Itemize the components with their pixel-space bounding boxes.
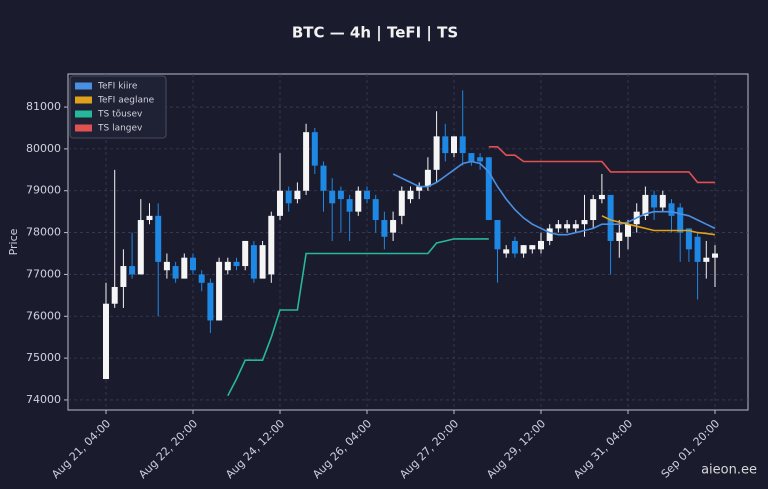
candle-body: [564, 224, 571, 229]
candle-body: [416, 186, 423, 191]
candle-body: [103, 303, 109, 380]
candle-body: [398, 190, 405, 216]
watermark: aieon.ee: [701, 463, 757, 478]
candle-body: [572, 224, 579, 229]
candle-body: [598, 194, 605, 200]
candle-body: [190, 257, 196, 271]
candle-body: [433, 136, 440, 170]
legend-label: TS tõusev: [97, 110, 143, 120]
candle-body: [407, 190, 414, 200]
candle-body: [277, 190, 283, 216]
candle-body: [250, 245, 257, 279]
y-tick-label: 79000: [26, 184, 61, 197]
candle-body: [668, 203, 675, 216]
y-axis-label: Price: [7, 228, 20, 255]
candle-body: [529, 245, 536, 250]
candle-body: [625, 224, 631, 237]
candle-body: [381, 220, 388, 237]
candle-body: [303, 132, 310, 191]
candle-body: [546, 228, 553, 241]
candle-body: [120, 266, 127, 287]
candle-body: [712, 253, 718, 258]
candle-body: [677, 207, 684, 233]
candle-body: [155, 215, 162, 262]
legend-swatch: [75, 82, 92, 90]
candle-body: [137, 220, 144, 275]
candle-body: [320, 165, 327, 191]
candle-body: [285, 190, 292, 204]
legend-label: TS langev: [97, 124, 143, 134]
legend-label: TeFI aeglane: [97, 96, 155, 106]
candle-body: [520, 245, 527, 254]
candle-body: [459, 136, 466, 154]
y-tick-label: 78000: [26, 226, 61, 239]
candle-body: [329, 190, 336, 204]
plot-area: [67, 73, 749, 411]
y-tick-label: 74000: [26, 393, 61, 406]
candle-body: [163, 261, 170, 271]
candle-body: [216, 261, 223, 321]
y-tick-label: 76000: [26, 309, 61, 322]
legend-label: TeFI kiire: [97, 82, 138, 92]
candle-body: [581, 220, 588, 225]
candle-body: [424, 169, 431, 187]
candle-body: [372, 199, 379, 221]
candle-body: [181, 257, 188, 279]
indicator-line: [488, 146, 715, 184]
legend-swatch: [75, 124, 92, 132]
candle-body: [616, 232, 623, 241]
candle-body: [651, 194, 658, 208]
candle-body: [311, 132, 318, 166]
candle-body: [503, 249, 510, 254]
candle-body: [451, 136, 457, 154]
candle-body: [703, 257, 710, 262]
candle-body: [242, 240, 249, 267]
candle-body: [642, 194, 649, 216]
candle-body: [233, 261, 240, 267]
candle-body: [607, 194, 614, 241]
candle-body: [346, 199, 353, 212]
candle-body: [685, 228, 692, 250]
candle-body: [511, 240, 518, 254]
y-tick-label: 80000: [26, 142, 61, 155]
candle-body: [390, 220, 397, 233]
candle-body: [198, 274, 205, 283]
indicator-line: [392, 160, 716, 236]
candle-body: [294, 190, 301, 200]
candle-body: [494, 220, 501, 250]
candle-body: [659, 194, 666, 208]
candle-body: [259, 245, 266, 279]
candle-body: [694, 236, 701, 262]
legend-box: [69, 75, 167, 139]
candle-body: [555, 224, 562, 229]
candle-body: [111, 286, 118, 304]
candle-body: [538, 240, 544, 250]
candle-body: [364, 190, 370, 200]
legend-swatch: [75, 96, 92, 104]
indicator-line: [601, 215, 716, 236]
y-tick-label: 75000: [26, 351, 61, 364]
candle-body: [485, 157, 492, 221]
y-tick-label: 77000: [26, 267, 61, 280]
candle-body: [477, 157, 484, 162]
y-tick-label: 81000: [26, 100, 61, 113]
candle-body: [468, 153, 475, 162]
chart-title: BTC — 4h | TeFI | TS: [292, 24, 458, 43]
candle-body: [355, 190, 362, 212]
indicator-line: [227, 238, 489, 397]
candle-body: [172, 266, 179, 279]
candle-body: [268, 215, 275, 275]
candle-body: [129, 266, 136, 275]
candle-body: [590, 199, 597, 221]
candle-body: [224, 261, 231, 271]
candle-body: [146, 215, 153, 221]
legend-swatch: [75, 110, 92, 118]
candle-body: [337, 190, 344, 200]
candle-body: [442, 136, 449, 154]
candle-body: [207, 282, 214, 321]
